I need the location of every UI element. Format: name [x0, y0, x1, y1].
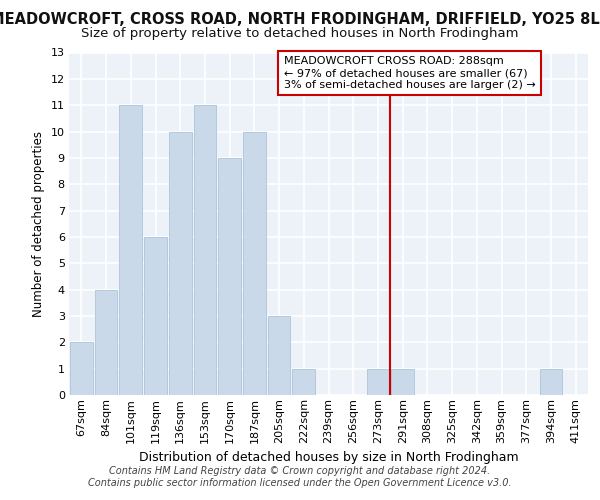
Bar	[218, 158, 241, 395]
X-axis label: Distribution of detached houses by size in North Frodingham: Distribution of detached houses by size …	[139, 451, 518, 464]
Bar	[169, 132, 191, 395]
Text: MEADOWCROFT, CROSS ROAD, NORTH FRODINGHAM, DRIFFIELD, YO25 8LP: MEADOWCROFT, CROSS ROAD, NORTH FRODINGHA…	[0, 12, 600, 28]
Y-axis label: Number of detached properties: Number of detached properties	[32, 130, 45, 317]
Bar	[194, 105, 216, 395]
Bar	[95, 290, 118, 395]
Text: Size of property relative to detached houses in North Frodingham: Size of property relative to detached ho…	[81, 28, 519, 40]
Bar	[367, 368, 389, 395]
Text: MEADOWCROFT CROSS ROAD: 288sqm
← 97% of detached houses are smaller (67)
3% of s: MEADOWCROFT CROSS ROAD: 288sqm ← 97% of …	[284, 56, 536, 90]
Bar	[292, 368, 315, 395]
Bar	[70, 342, 93, 395]
Bar	[144, 237, 167, 395]
Text: Contains HM Land Registry data © Crown copyright and database right 2024.
Contai: Contains HM Land Registry data © Crown c…	[88, 466, 512, 487]
Bar	[391, 368, 414, 395]
Bar	[539, 368, 562, 395]
Bar	[243, 132, 266, 395]
Bar	[268, 316, 290, 395]
Bar	[119, 105, 142, 395]
